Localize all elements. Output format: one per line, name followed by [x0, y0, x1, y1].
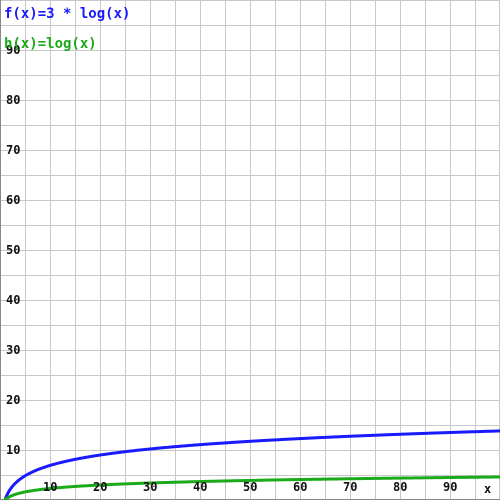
legend: f(x)=3 * log(x) h(x)=log(x): [4, 6, 130, 52]
legend-entry: h(x)=log(x): [4, 36, 97, 52]
y-tick-label: 10: [6, 443, 20, 457]
tick-labels: 10 20 30 40 50 60 70 80 90 10 20 30 40 50 60 70 80 90 x: [6, 43, 491, 496]
series-line-f: [3, 429, 500, 500]
x-tick-label: 60: [293, 480, 307, 494]
y-tick-label: 50: [6, 243, 20, 257]
y-tick-label: 60: [6, 193, 20, 207]
x-tick-label: 50: [243, 480, 257, 494]
y-tick-label: 40: [6, 293, 20, 307]
x-tick-label: 30: [143, 480, 157, 494]
x-tick-label: 70: [343, 480, 357, 494]
x-axis-label: x: [484, 482, 491, 496]
x-tick-label: 20: [93, 480, 107, 494]
y-tick-label: 30: [6, 343, 20, 357]
y-tick-label: 70: [6, 143, 20, 157]
series-line-h: [3, 475, 500, 500]
y-tick-label: 20: [6, 393, 20, 407]
y-tick-label: 90: [6, 43, 20, 57]
y-tick-label: 80: [6, 93, 20, 107]
x-tick-label: 40: [193, 480, 207, 494]
x-tick-label: 80: [393, 480, 407, 494]
x-tick-label: 90: [443, 480, 457, 494]
series-lines: [3, 429, 500, 500]
legend-entry: f(x)=3 * log(x): [4, 6, 130, 22]
x-tick-label: 10: [43, 480, 57, 494]
